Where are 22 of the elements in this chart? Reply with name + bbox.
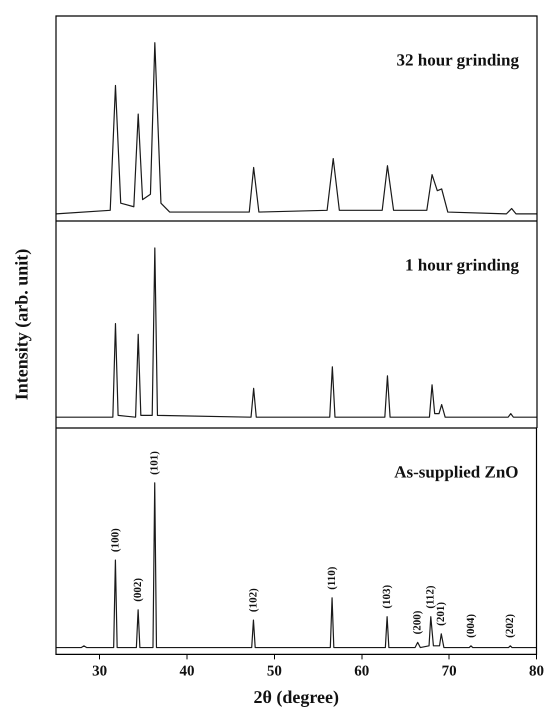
annotation: (004) xyxy=(464,614,477,638)
x-tick-label: 40 xyxy=(180,663,195,680)
x-tick-label: 60 xyxy=(354,663,370,680)
annotation: (200) xyxy=(412,610,424,634)
annotation: (112) xyxy=(424,585,437,609)
x-tick-label: 70 xyxy=(442,663,457,680)
annotation: (110) xyxy=(326,566,338,590)
annotation: (202) xyxy=(504,614,516,638)
annotation: 1 hour grinding xyxy=(404,255,520,274)
x-axis-title: 2θ (degree) xyxy=(253,686,340,707)
annotation: (103) xyxy=(380,584,393,609)
annotation: (101) xyxy=(148,450,161,475)
x-tick-label: 50 xyxy=(266,663,282,680)
y-axis-title: Intensity (arb. unit) xyxy=(11,248,32,400)
annotation: (102) xyxy=(247,588,260,612)
x-tick-label: 80 xyxy=(529,663,544,680)
annotation: (100) xyxy=(109,528,122,552)
annotation: (201) xyxy=(435,602,448,626)
annotation: 32 hour grinding xyxy=(396,50,520,70)
annotation: (002) xyxy=(132,578,144,602)
text: As-supplied ZnO xyxy=(394,462,518,482)
x-tick-label: 30 xyxy=(92,663,108,680)
